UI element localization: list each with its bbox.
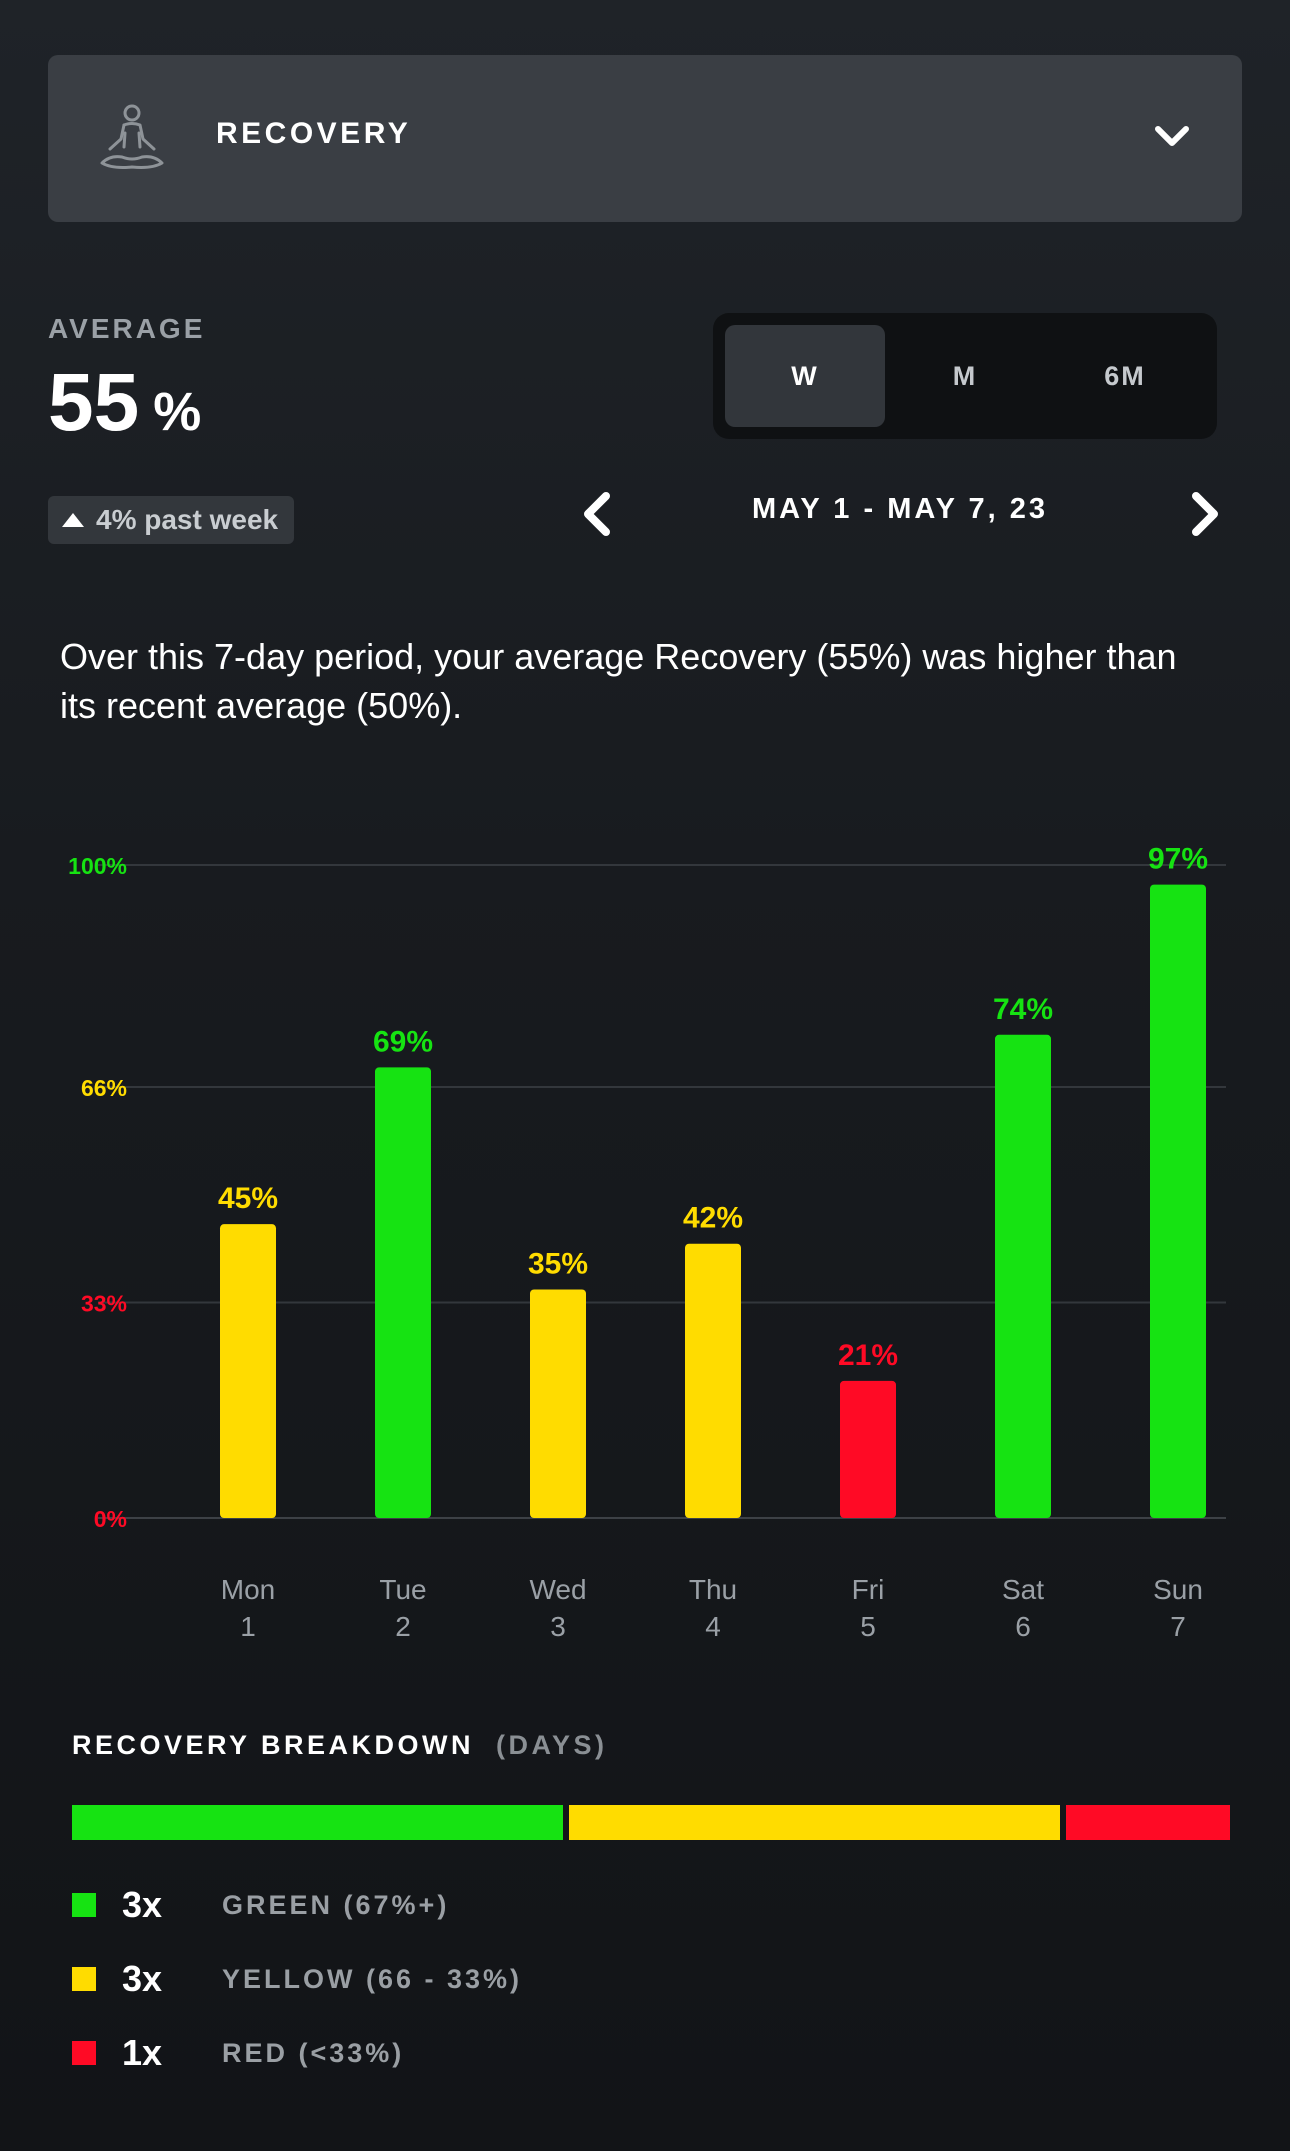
period-selector: W M 6M xyxy=(713,313,1217,439)
green-swatch xyxy=(72,1893,96,1917)
breakdown-legend: 3x GREEN (67%+) 3x YELLOW (66 - 33%) 1x … xyxy=(72,1868,522,2090)
x-tick-day: Sun xyxy=(1153,1574,1203,1605)
x-tick-day: Wed xyxy=(529,1574,586,1605)
bar-value-label: 42% xyxy=(683,1202,743,1235)
date-range: MAY 1 - MAY 7, 23 xyxy=(751,493,1049,525)
red-swatch xyxy=(72,2041,96,2065)
period-option-week[interactable]: W xyxy=(725,325,885,427)
red-count: 1x xyxy=(122,2032,163,2073)
change-badge: 4% past week xyxy=(48,496,295,544)
x-tick-date: 7 xyxy=(1170,1611,1186,1642)
period-option-6-months[interactable]: 6M xyxy=(1104,360,1146,391)
x-tick-date: 6 xyxy=(1015,1611,1031,1642)
chevron-right-icon[interactable] xyxy=(1184,490,1228,538)
metric-dropdown[interactable]: RECOVERY xyxy=(48,55,1242,222)
x-tick-day: Sat xyxy=(1002,1574,1044,1605)
x-tick-day: Thu xyxy=(689,1574,737,1605)
x-tick-date: 5 xyxy=(860,1611,876,1642)
chart-svg: 100% 66% 33% 0% 45% Mon 1 69% Tue 2 35% Wed 3 42% Thu 4… xyxy=(68,843,1226,1642)
legend-row-red: 1x RED (<33%) xyxy=(72,2016,522,2090)
bar-sun xyxy=(1150,884,1206,1518)
period-option-month[interactable]: M xyxy=(952,360,978,391)
breakdown-segment-yellow xyxy=(569,1805,1061,1840)
bar-fri xyxy=(840,1380,896,1518)
breakdown-segment-red xyxy=(1066,1805,1230,1840)
x-tick-day: Fri xyxy=(852,1574,885,1605)
bar-value-label: 45% xyxy=(218,1182,278,1215)
meditation-icon xyxy=(100,104,164,169)
x-tick-date: 4 xyxy=(705,1611,721,1642)
metric-title: RECOVERY xyxy=(216,117,412,150)
green-label: GREEN (67%+) xyxy=(222,1889,450,1920)
y-tick-label: 33% xyxy=(81,1291,127,1317)
x-tick-day: Tue xyxy=(379,1574,426,1605)
bar-mon xyxy=(220,1224,276,1518)
legend-row-yellow: 3x YELLOW (66 - 33%) xyxy=(72,1942,522,2016)
average-value: 55 % xyxy=(48,362,201,452)
chevron-down-icon xyxy=(1155,126,1189,146)
bar-value-label: 74% xyxy=(993,993,1053,1026)
bar-wed xyxy=(530,1289,586,1518)
average-label: AVERAGE xyxy=(48,313,206,344)
yellow-swatch xyxy=(72,1967,96,1991)
chevron-left-icon[interactable] xyxy=(574,490,618,538)
y-tick-label: 0% xyxy=(94,1506,127,1532)
bar-thu xyxy=(685,1243,741,1518)
green-count: 3x xyxy=(122,1884,163,1925)
x-tick-day: Mon xyxy=(221,1574,275,1605)
average-unit: % xyxy=(153,382,202,442)
yellow-count: 3x xyxy=(122,1958,163,1999)
bar-value-label: 35% xyxy=(528,1247,588,1280)
y-tick-label: 66% xyxy=(81,1075,127,1101)
breakdown-title: RECOVERY BREAKDOWN (DAYS) xyxy=(72,1730,608,1761)
bar-sat xyxy=(995,1034,1051,1518)
breakdown-bar xyxy=(72,1805,1230,1840)
x-tick-date: 3 xyxy=(550,1611,566,1642)
y-tick-label: 100% xyxy=(68,853,127,879)
bar-value-label: 69% xyxy=(373,1025,433,1058)
bar-value-label: 21% xyxy=(838,1339,898,1372)
bar-tue xyxy=(375,1067,431,1518)
recovery-bar-chart: 100% 66% 33% 0% 45% Mon 1 69% Tue 2 35% Wed 3 42% Thu 4… xyxy=(0,830,1290,1670)
breakdown-segment-green xyxy=(72,1805,564,1840)
triangle-up-icon xyxy=(62,513,84,527)
breakdown-title-text: RECOVERY BREAKDOWN xyxy=(72,1730,475,1760)
average-number: 55 xyxy=(48,357,140,448)
red-label: RED (<33%) xyxy=(222,2037,405,2068)
period-summary-text: Over this 7-day period, your average Rec… xyxy=(60,636,1177,726)
x-tick-date: 1 xyxy=(240,1611,256,1642)
change-text: 4% past week xyxy=(96,504,279,535)
yellow-label: YELLOW (66 - 33%) xyxy=(222,1963,523,1994)
bar-value-label: 97% xyxy=(1148,843,1208,876)
legend-row-green: 3x GREEN (67%+) xyxy=(72,1868,522,1942)
breakdown-subtitle: (DAYS) xyxy=(496,1730,608,1760)
x-tick-date: 2 xyxy=(395,1611,411,1642)
